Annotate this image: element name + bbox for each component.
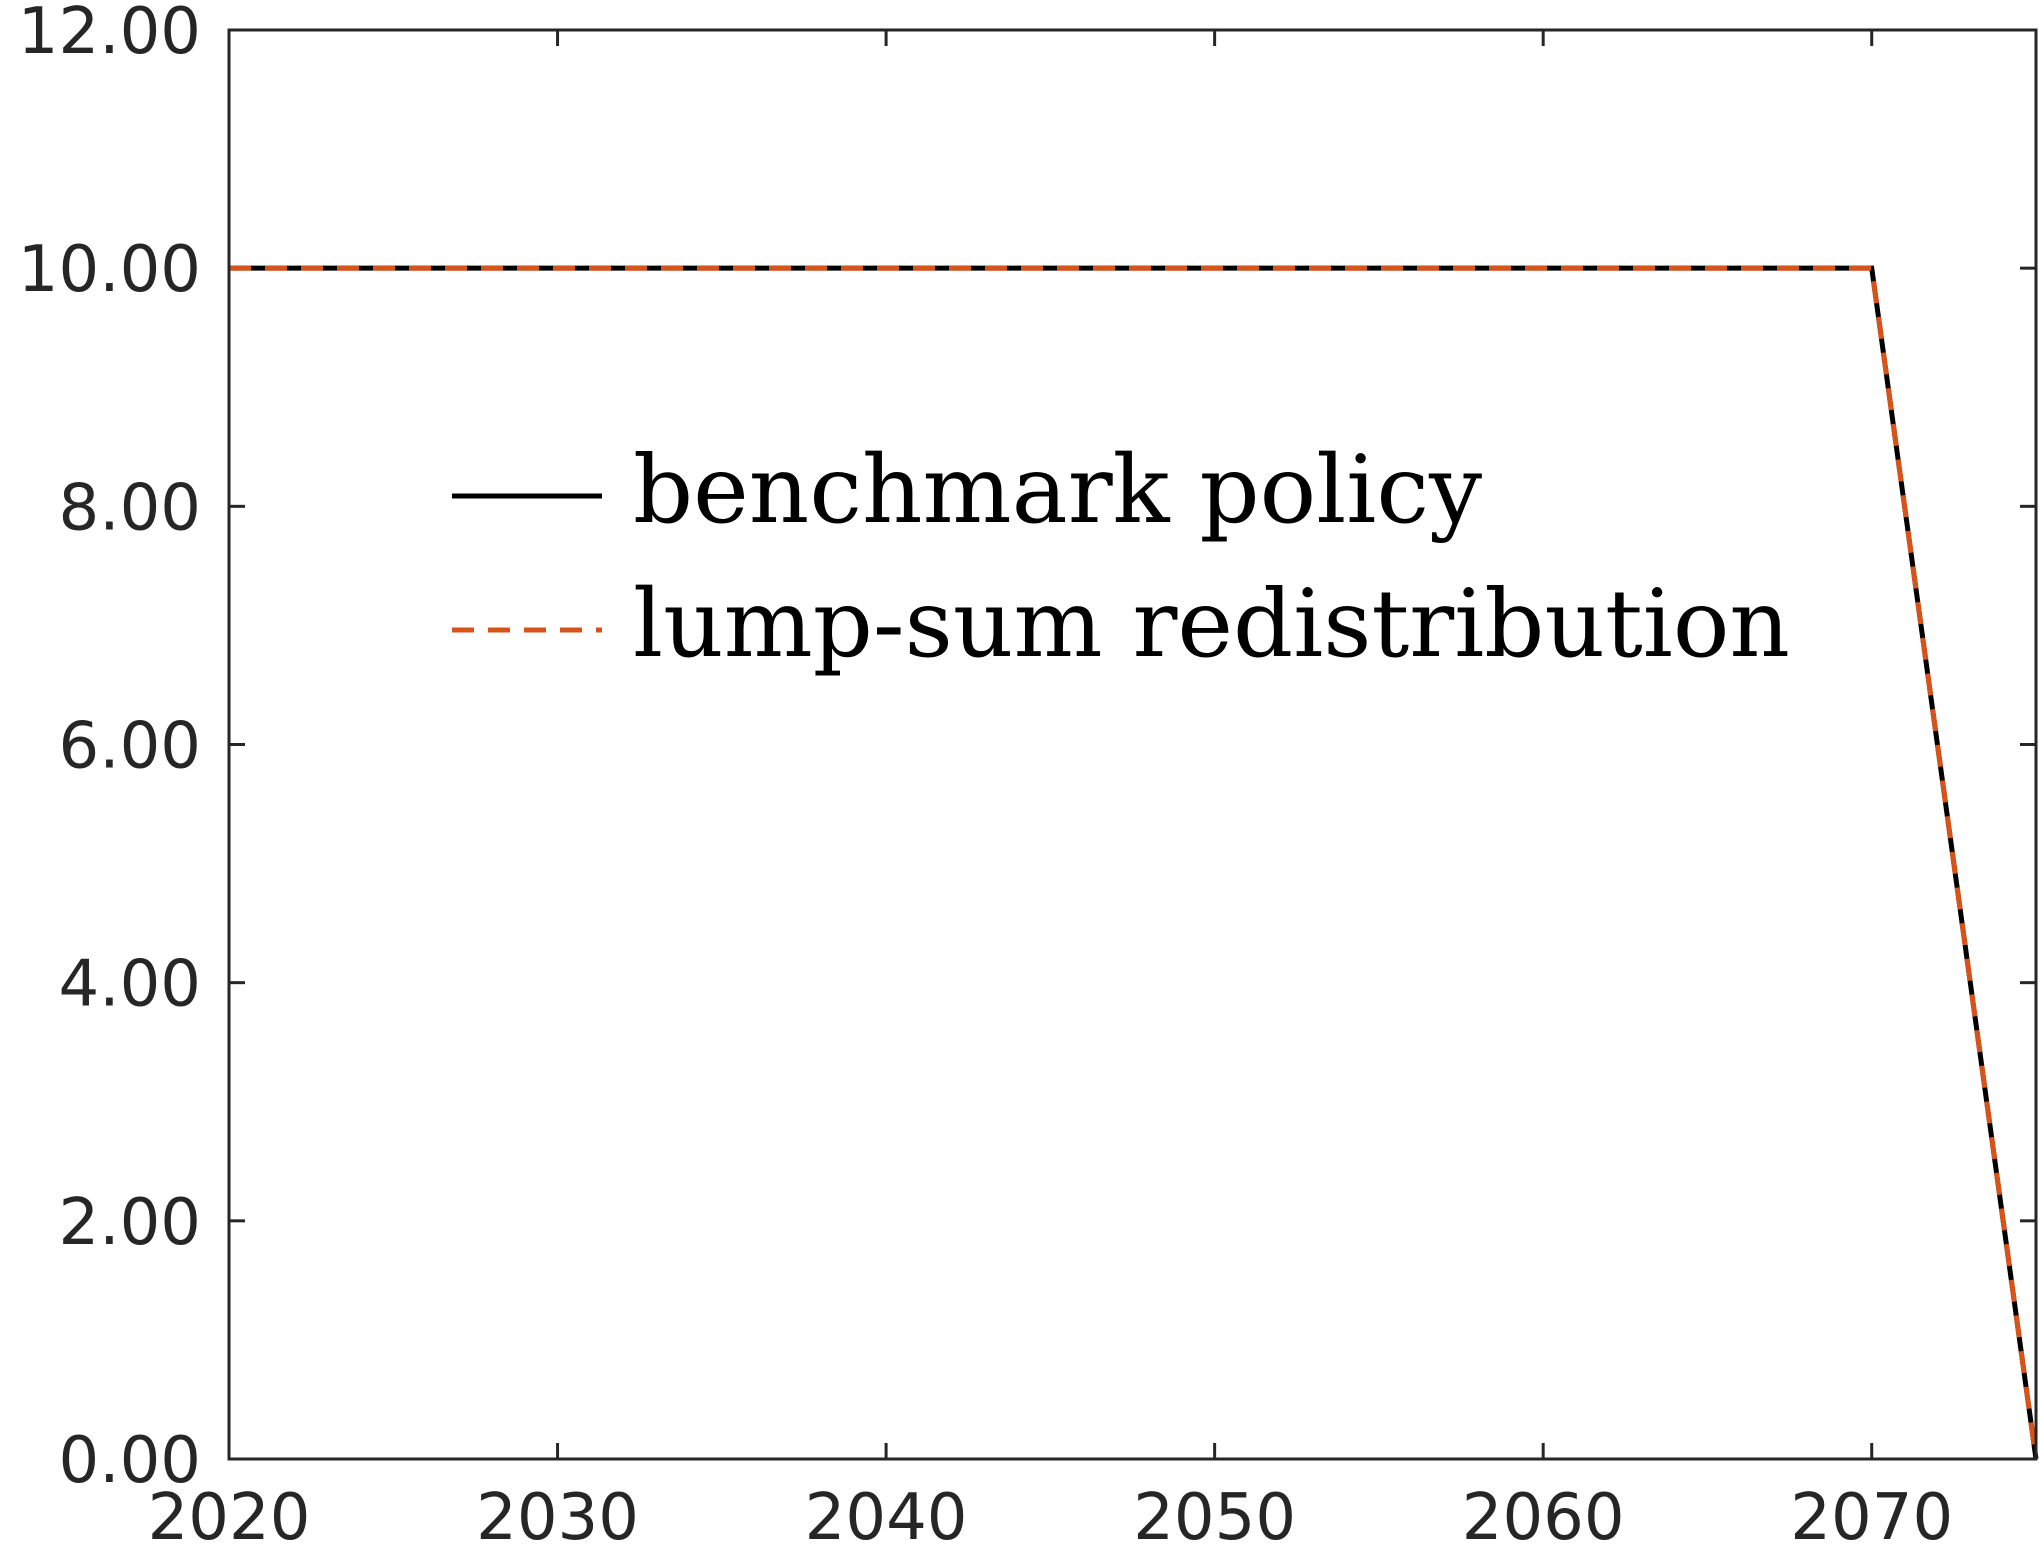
x-tick-label: 2070 (1790, 1481, 1953, 1554)
y-tick-label: 6.00 (59, 710, 202, 784)
tick-marks (227, 28, 2036, 1461)
legend-label: lump-sum redistribution (633, 570, 1790, 679)
y-tick-label: 10.00 (18, 233, 201, 307)
y-tick-label: 4.00 (59, 948, 202, 1022)
x-tick-label: 2020 (148, 1481, 311, 1554)
y-tick-label: 0.00 (59, 1424, 202, 1498)
x-tick-label: 2050 (1133, 1481, 1296, 1554)
legend-label: benchmark policy (633, 436, 1482, 545)
x-tick-label: 2040 (805, 1481, 968, 1554)
x-tick-label: 2060 (1462, 1481, 1625, 1554)
legend: benchmark policy lump-sum redistribution (452, 436, 1790, 679)
y-tick-labels: 0.00 2.00 4.00 6.00 8.00 10.00 12.00 (18, 0, 201, 1498)
y-tick-label: 8.00 (59, 471, 202, 545)
series-lines (229, 265, 2039, 1460)
x-tick-label: 2030 (476, 1481, 639, 1554)
plot-area-frame (227, 28, 2038, 1461)
y-tick-label: 12.00 (18, 0, 201, 69)
x-tick-labels: 2020 2030 2040 2050 2060 2070 (148, 1481, 1954, 1554)
y-tick-label: 2.00 (59, 1186, 202, 1260)
series-line-lump-sum-redistribution (229, 265, 2039, 1460)
